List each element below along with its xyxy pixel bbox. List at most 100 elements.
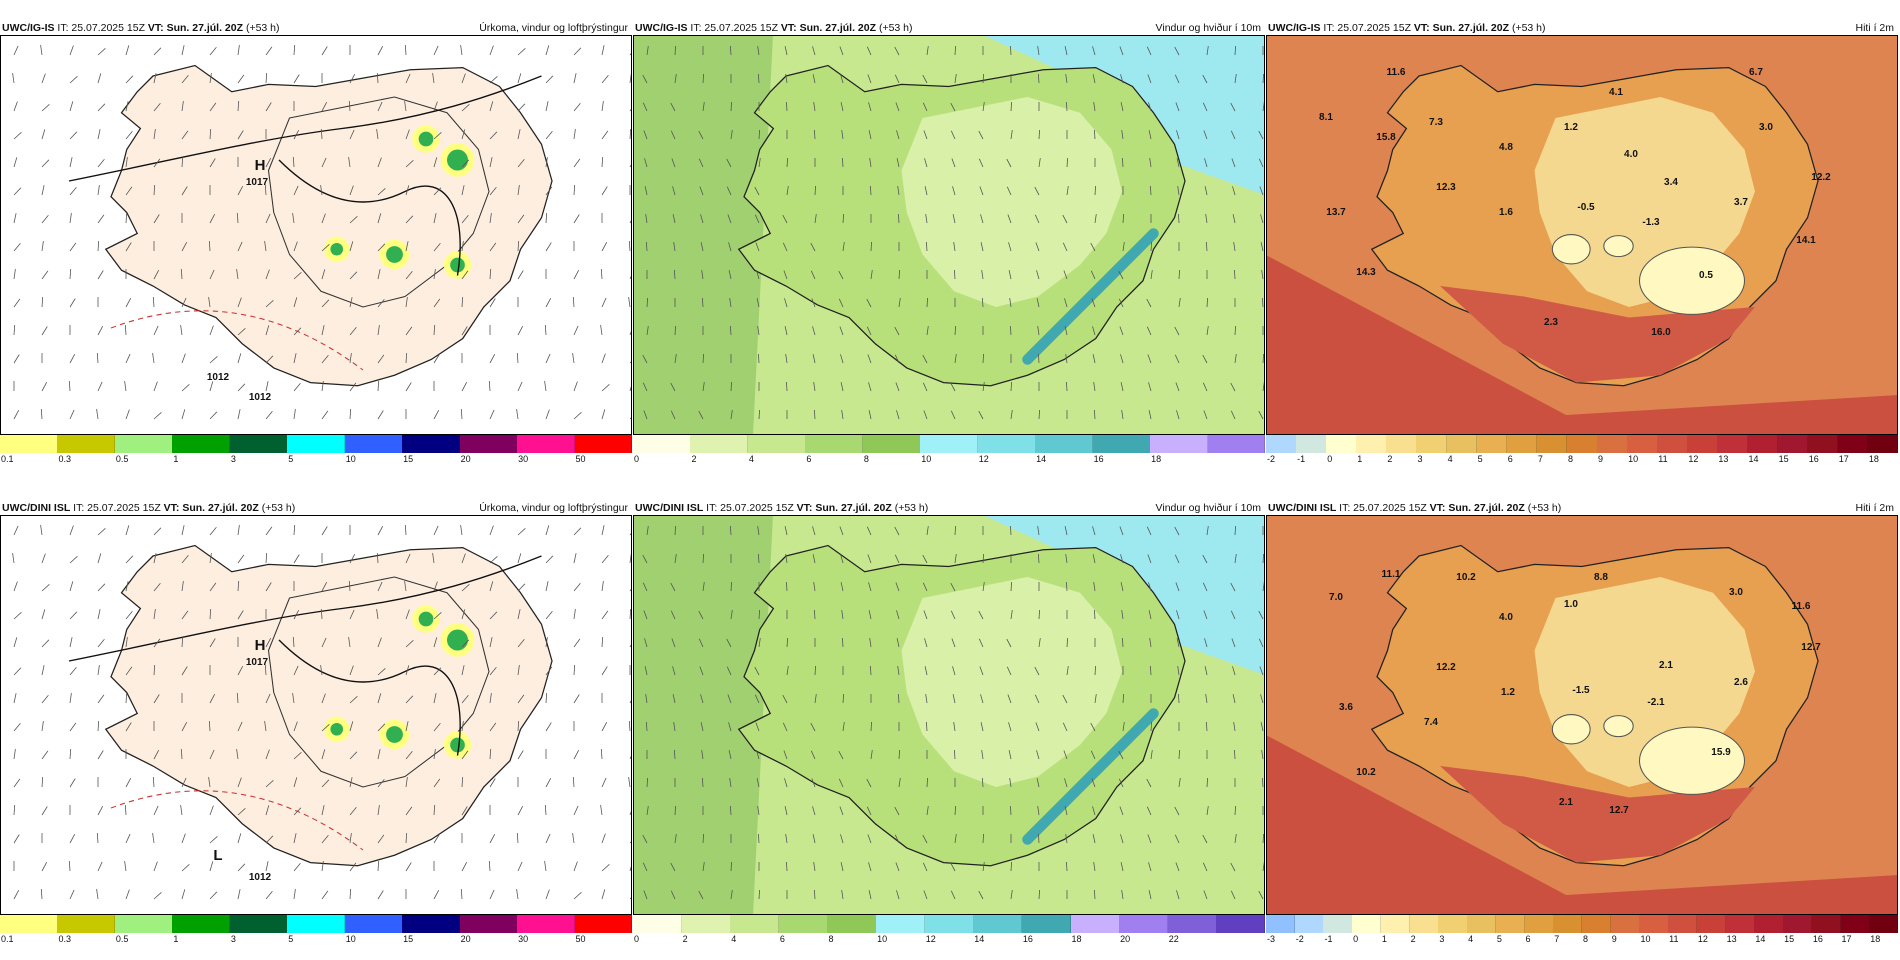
wind-arrow [1234,805,1236,816]
wind-arrow [758,609,760,620]
wind-arrow [673,722,676,732]
wind-arrow [97,553,102,564]
wind-arrow [1037,326,1040,336]
wind-arrow [13,723,21,732]
wind-arrow [1092,326,1096,336]
wind-arrow [754,186,760,196]
value-label: 2.3 [1544,317,1558,328]
iceland-map [737,544,1186,867]
wind-arrow [1203,410,1208,420]
wind-arrow [1065,554,1068,564]
wind-arrow [376,552,379,564]
colorbar-swatch [1476,435,1508,453]
wind-arrow [982,73,984,84]
wind-arrow [181,353,186,364]
wind-arrow [209,158,216,168]
colorbar-tick-label: 18 [1151,454,1162,464]
panel-wind-1: UWC/IG-IS IT: 25.07.2025 15Z VT: Sun. 27… [633,0,1265,480]
wind-arrow [433,581,438,592]
wind-arrow [461,862,468,872]
wind-arrow [517,129,521,140]
wind-arrow [730,610,733,620]
wind-arrow [41,185,45,196]
wind-arrow [601,186,608,196]
wind-arrow [349,696,358,704]
wind-arrow [321,299,330,308]
wind-arrow [489,101,494,112]
wind-arrow [545,242,552,252]
wind-arrow [1094,129,1096,140]
colorbar-swatch [1266,915,1296,933]
value-label: 16.0 [1651,327,1671,338]
wind-arrow [601,610,609,620]
colorbar-tick-label: 8 [863,454,869,464]
wind-arrow [1094,214,1097,224]
panel-header: UWC/IG-IS IT: 25.07.2025 15Z VT: Sun. 27… [0,0,632,34]
wind-arrow [405,777,408,788]
wind-arrow [265,325,270,336]
wind-arrow [981,270,984,280]
wind-arrow [433,525,439,536]
wind-arrow [377,380,380,392]
wind-arrow [646,241,648,252]
wind-arrow [1094,665,1096,676]
wind-arrow [758,833,760,844]
wind-arrow [1206,721,1208,732]
wind-arrow [698,890,704,900]
wind-arrow [896,610,900,620]
wind-arrow [922,834,928,844]
wind-arrow [153,583,161,592]
wind-arrow [754,694,760,704]
wind-arrow [1146,326,1152,336]
wind-arrow [236,212,239,224]
wind-arrow [698,610,704,620]
wind-arrow [601,581,604,592]
wind-arrow [756,270,760,280]
wind-arrow [1174,834,1180,844]
wind-arrow [461,215,469,224]
wind-arrow [757,526,760,536]
wind-arrow [489,889,495,900]
wind-arrow [1206,46,1209,56]
wind-arrow [349,807,357,816]
colorbar-swatch [827,915,877,933]
wind-arrow [645,694,648,704]
wind-arrow [265,835,274,844]
value-label: 1.0 [1564,599,1578,610]
value-label: 4.8 [1499,142,1513,153]
wind-arrow [954,269,956,280]
wind-arrow [810,242,816,252]
colorbar-swatch [344,435,403,453]
wind-arrow [153,103,161,112]
wind-arrow [265,300,274,308]
pressure-center-label: H [255,637,266,654]
wind-arrow [432,553,435,564]
wind-arrow [321,244,330,252]
wind-arrow [489,556,498,564]
wind-arrow [516,889,519,900]
wind-arrow [97,214,105,224]
valid-label: VT: [1413,22,1430,34]
wind-arrow [894,834,900,844]
colorbar [633,915,1265,933]
wind-arrow [265,749,270,760]
wind-arrow [727,214,732,224]
wind-arrow [866,526,872,536]
wind-arrow [321,749,326,760]
wind-arrow [517,185,520,196]
colorbar-swatch [1416,435,1448,453]
colorbar-swatch [681,915,731,933]
wind-arrow [125,212,128,224]
colorbar-tick-label: 10 [1628,454,1639,464]
colorbar-swatch [1294,915,1324,933]
wind-arrow [758,158,761,168]
wind-arrow [1122,242,1125,252]
wind-arrow [1146,46,1152,56]
wind-arrow [433,749,436,760]
wind-arrow [601,384,610,392]
wind-arrow [730,525,732,536]
wind-arrow [1064,778,1068,788]
wind-arrow [1233,242,1236,252]
wind-arrow [646,526,649,536]
